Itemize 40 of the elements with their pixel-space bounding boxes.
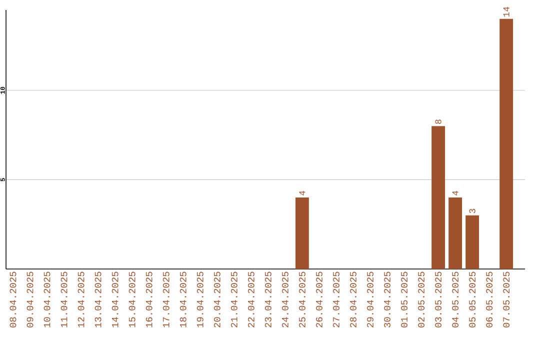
x-tick-label: 15.04.2025	[128, 272, 136, 328]
bar	[448, 198, 462, 269]
x-tick-label: 11.04.2025	[60, 272, 68, 328]
data-label: 4	[299, 190, 306, 196]
x-tick-label: 27.04.2025	[333, 272, 340, 328]
x-tick-label: 02.05.2025	[418, 272, 424, 328]
x-tick-label: 05.05.2025	[469, 272, 476, 328]
x-tick-label: 19.04.2025	[196, 272, 204, 328]
x-tick-label: 26.04.2025	[316, 272, 322, 328]
x-tick-label: 20.04.2025	[214, 272, 220, 328]
bar	[500, 18, 514, 269]
x-tick-label: 06.05.2025	[486, 272, 493, 328]
x-tick-label: 12.04.2025	[78, 272, 84, 328]
x-tick-label: 09.04.2025	[26, 272, 34, 328]
x-tick-label: 29.04.2025	[367, 272, 374, 328]
x-tick-label: 28.04.2025	[350, 272, 356, 328]
x-tick-label: 30.04.2025	[384, 272, 390, 328]
x-tick-label: 21.04.2025	[230, 272, 238, 328]
x-tick-label: 08.04.2025	[10, 272, 16, 328]
data-label: 3	[469, 208, 476, 214]
x-tick-label: 16.04.2025	[146, 272, 152, 328]
x-tick-label: 18.04.2025	[180, 272, 186, 328]
x-tick-label: 07.05.2025	[503, 272, 510, 328]
x-tick-label: 14.04.2025	[112, 272, 118, 328]
bar	[432, 126, 445, 269]
x-tick-label: 10.04.2025	[44, 272, 50, 328]
x-tick-label: 03.05.2025	[435, 272, 442, 328]
x-tick-label: 04.05.2025	[452, 272, 459, 328]
data-label: 14	[503, 6, 510, 17]
x-tick-label: 17.04.2025	[162, 272, 170, 328]
x-tick-label: 23.04.2025	[264, 272, 272, 328]
x-tick-label: 13.04.2025	[94, 272, 102, 328]
data-label: 8	[435, 120, 442, 124]
x-tick-label: 24.04.2025	[282, 272, 288, 328]
bar	[295, 198, 309, 269]
x-tick-label: 22.04.2025	[248, 272, 254, 328]
bar	[466, 215, 480, 269]
x-tick-label: 25.04.2025	[298, 272, 306, 328]
data-label: 4	[452, 190, 458, 196]
x-tick-label: 01.05.2025	[401, 272, 408, 328]
